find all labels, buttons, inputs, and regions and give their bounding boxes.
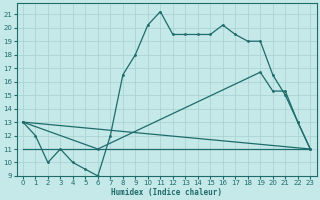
X-axis label: Humidex (Indice chaleur): Humidex (Indice chaleur) <box>111 188 222 197</box>
